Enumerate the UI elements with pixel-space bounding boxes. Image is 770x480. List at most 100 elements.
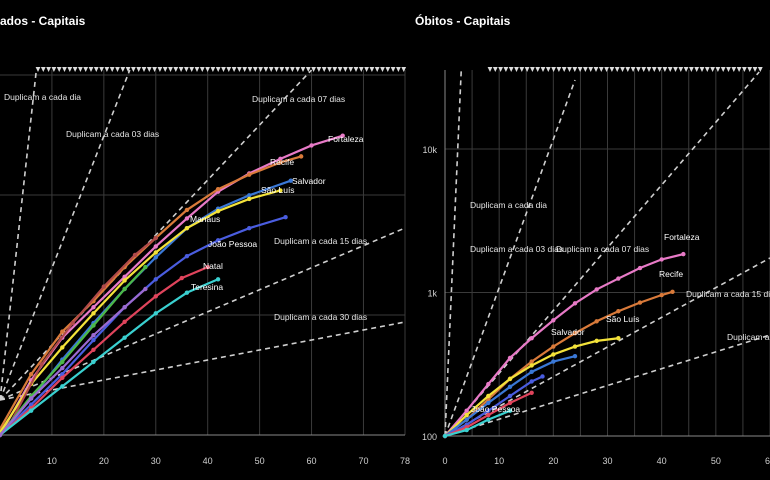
top-marker xyxy=(492,67,498,72)
casos-point xyxy=(60,359,65,365)
obitos-series-recife-line xyxy=(444,290,673,437)
obitos-label-sao-luis: São Luís xyxy=(606,314,640,324)
top-marker xyxy=(35,67,41,72)
top-marker xyxy=(530,67,535,72)
top-marker xyxy=(609,67,615,72)
top-marker xyxy=(189,67,195,72)
obitos-point xyxy=(486,408,491,413)
casos-point xyxy=(247,225,252,231)
top-marker xyxy=(498,67,503,72)
obitos-reference-line-15-dias xyxy=(444,257,770,437)
casos-point xyxy=(184,225,190,231)
top-marker xyxy=(295,67,301,72)
top-marker xyxy=(540,67,546,72)
obitos-point xyxy=(507,400,513,406)
top-marker xyxy=(162,67,168,72)
top-marker xyxy=(348,67,354,72)
obitos-point xyxy=(507,376,513,382)
top-marker xyxy=(641,67,647,72)
casos-point xyxy=(60,329,65,334)
top-marker xyxy=(115,67,120,72)
casos-point xyxy=(153,294,158,299)
top-marker xyxy=(390,67,396,72)
top-marker xyxy=(56,67,62,72)
casos-x-tick-label: 50 xyxy=(255,456,265,466)
top-marker xyxy=(726,67,731,72)
obitos-point xyxy=(442,433,448,439)
top-marker xyxy=(487,67,493,72)
top-marker xyxy=(646,67,652,72)
top-marker xyxy=(327,67,332,72)
casos-point xyxy=(340,133,345,138)
casos-point xyxy=(184,216,190,221)
casos-point xyxy=(184,290,190,295)
top-marker xyxy=(519,67,525,72)
reference-label-7-dias: Duplicam a cada 07 dias xyxy=(252,94,345,104)
obitos-label-recife: Recife xyxy=(659,269,683,279)
casos-point xyxy=(70,320,75,326)
top-marker xyxy=(535,67,541,72)
top-marker xyxy=(136,67,142,72)
obitos-point xyxy=(507,384,513,390)
top-marker xyxy=(651,67,657,72)
top-marker xyxy=(369,67,375,72)
casos-series-manaus-line xyxy=(9,237,157,424)
casos-x-tick-label: 20 xyxy=(99,456,109,466)
casos-x-tick-label: 60 xyxy=(307,456,317,466)
casos-point xyxy=(28,396,34,401)
obitos-point xyxy=(529,390,534,395)
obitos-point xyxy=(486,417,491,422)
top-marker xyxy=(736,67,742,72)
top-marker xyxy=(667,67,673,72)
obitos-point xyxy=(529,363,534,368)
obitos-x-tick-label: 20 xyxy=(548,456,558,466)
top-marker xyxy=(194,67,200,72)
top-marker xyxy=(747,67,753,72)
top-marker xyxy=(157,67,163,72)
casos-point xyxy=(91,333,96,338)
top-marker xyxy=(237,67,242,72)
top-marker xyxy=(625,67,631,72)
top-marker xyxy=(221,67,226,72)
top-marker xyxy=(268,67,274,72)
top-marker xyxy=(199,67,205,72)
top-marker xyxy=(99,67,104,72)
casos-series-unnamed-8-line xyxy=(0,266,147,436)
casos-label-fortaleza: Fortaleza xyxy=(328,134,364,144)
top-marker xyxy=(673,67,678,72)
obitos-label-joao-pessoa: João Pessoa xyxy=(471,404,520,414)
top-marker xyxy=(258,67,263,72)
casos-point xyxy=(215,238,221,243)
obitos-point xyxy=(637,265,643,271)
top-marker xyxy=(305,67,311,72)
top-marker xyxy=(131,67,136,72)
casos-point xyxy=(132,252,138,258)
casos-point xyxy=(205,264,210,270)
obitos-reference-line-3-dias xyxy=(444,79,576,437)
casos-point xyxy=(215,277,221,282)
top-marker xyxy=(88,67,94,72)
casos-point xyxy=(122,305,127,310)
top-marker xyxy=(508,67,514,72)
top-marker xyxy=(620,67,625,72)
obitos-y-tick-label: 10k xyxy=(422,145,437,155)
top-marker xyxy=(152,67,158,72)
obitos-point xyxy=(464,417,469,422)
obitos-point xyxy=(551,359,556,364)
casos-point xyxy=(153,311,158,316)
obitos-reference-label-3-dias: Duplicam a cada 03 dias xyxy=(470,244,563,254)
top-marker xyxy=(141,67,147,72)
obitos-point xyxy=(551,344,556,349)
obitos-point xyxy=(572,344,578,349)
casos-point xyxy=(91,323,96,328)
casos-point xyxy=(60,371,65,377)
obitos-point xyxy=(637,300,643,305)
top-marker xyxy=(343,67,348,72)
obitos-reference-line-1-dias xyxy=(444,69,463,437)
top-marker xyxy=(720,67,726,72)
casos-point xyxy=(278,156,283,162)
top-marker xyxy=(78,67,83,72)
obitos-point xyxy=(486,393,491,399)
obitos-point xyxy=(464,427,469,433)
